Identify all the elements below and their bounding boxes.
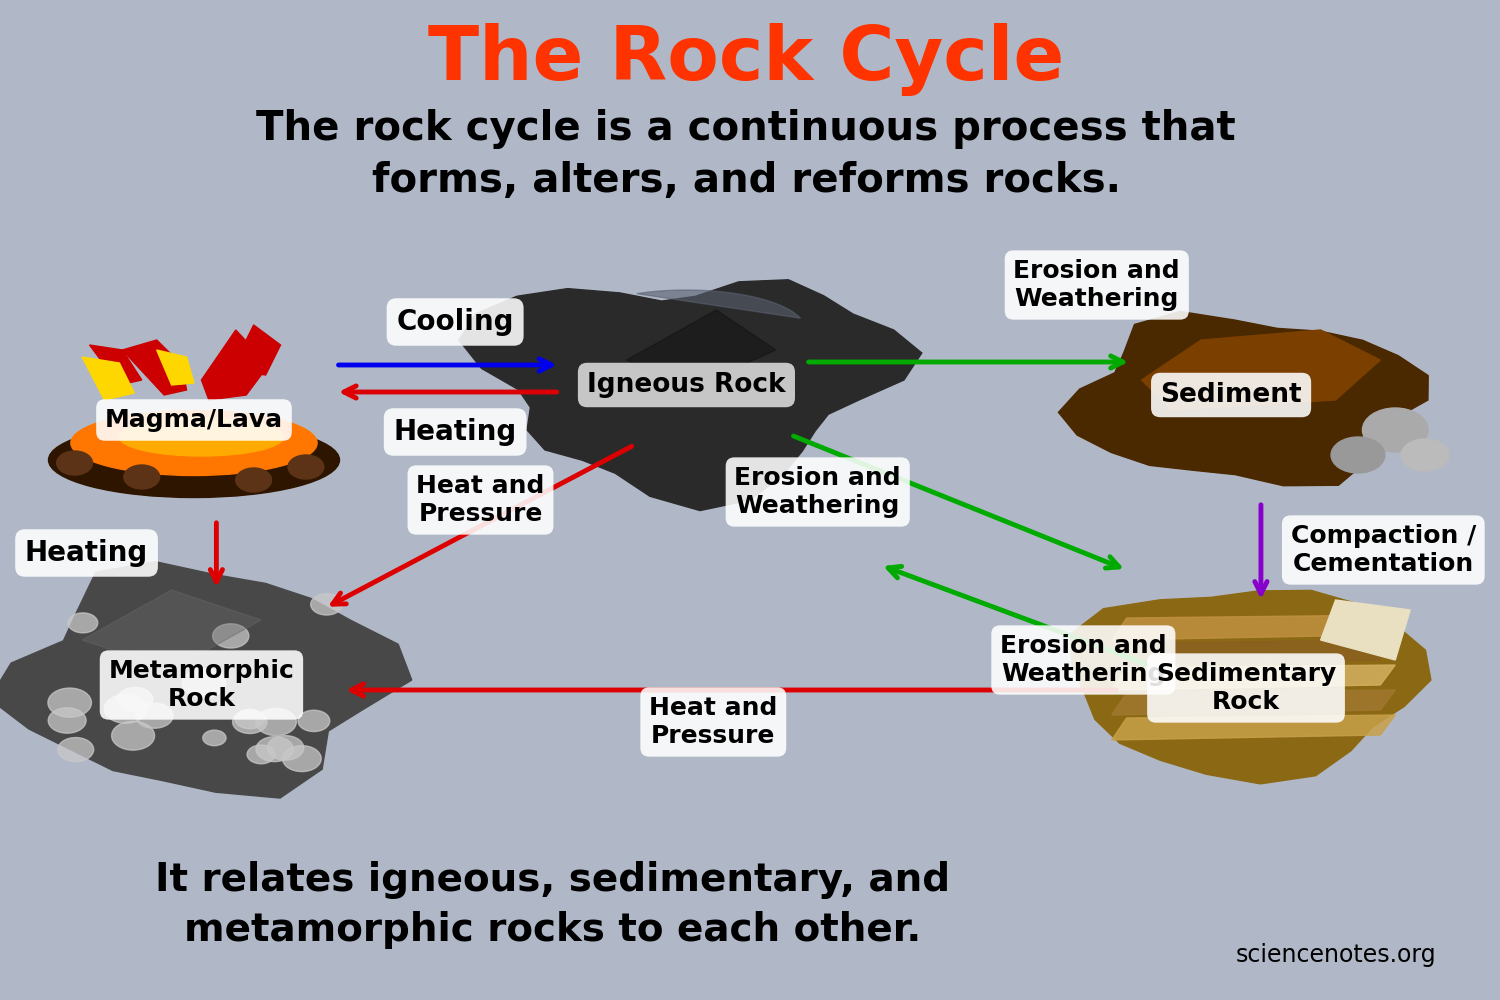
Polygon shape bbox=[1112, 640, 1395, 665]
Polygon shape bbox=[82, 357, 135, 400]
Polygon shape bbox=[1112, 715, 1395, 740]
Circle shape bbox=[1330, 437, 1384, 473]
Circle shape bbox=[202, 730, 226, 746]
Circle shape bbox=[1362, 408, 1428, 452]
Polygon shape bbox=[0, 562, 413, 798]
Polygon shape bbox=[1112, 665, 1395, 690]
Circle shape bbox=[232, 710, 267, 734]
Circle shape bbox=[105, 695, 147, 723]
Text: sciencenotes.org: sciencenotes.org bbox=[1234, 943, 1436, 967]
Text: Erosion and
Weathering: Erosion and Weathering bbox=[1000, 634, 1167, 686]
Ellipse shape bbox=[70, 411, 316, 476]
Circle shape bbox=[236, 709, 264, 729]
Polygon shape bbox=[1059, 312, 1428, 486]
Circle shape bbox=[68, 613, 98, 633]
Text: Heating: Heating bbox=[393, 418, 518, 446]
Polygon shape bbox=[1142, 330, 1380, 410]
Circle shape bbox=[213, 624, 249, 648]
Circle shape bbox=[48, 688, 92, 717]
Text: Sediment: Sediment bbox=[1161, 382, 1302, 408]
Circle shape bbox=[124, 465, 159, 489]
Polygon shape bbox=[90, 345, 142, 385]
Circle shape bbox=[282, 746, 321, 772]
Text: Magma/Lava: Magma/Lava bbox=[105, 408, 284, 432]
Text: Heat and
Pressure: Heat and Pressure bbox=[650, 696, 777, 748]
Circle shape bbox=[256, 708, 297, 736]
Polygon shape bbox=[1112, 615, 1395, 640]
Text: Cooling: Cooling bbox=[396, 308, 514, 336]
Circle shape bbox=[117, 687, 153, 711]
Circle shape bbox=[248, 745, 274, 764]
Text: The rock cycle is a continuous process that
forms, alters, and reforms rocks.: The rock cycle is a continuous process t… bbox=[256, 109, 1236, 201]
Ellipse shape bbox=[120, 418, 284, 456]
Polygon shape bbox=[1320, 600, 1410, 660]
Text: Erosion and
Weathering: Erosion and Weathering bbox=[1014, 259, 1180, 311]
Circle shape bbox=[298, 710, 330, 732]
Text: Erosion and
Weathering: Erosion and Weathering bbox=[735, 466, 902, 518]
Circle shape bbox=[135, 703, 172, 728]
Polygon shape bbox=[1070, 590, 1431, 784]
Text: Metamorphic
Rock: Metamorphic Rock bbox=[108, 659, 294, 711]
Circle shape bbox=[48, 708, 86, 733]
Polygon shape bbox=[123, 340, 186, 395]
Circle shape bbox=[267, 736, 305, 760]
Circle shape bbox=[111, 721, 154, 750]
Polygon shape bbox=[156, 350, 194, 385]
Ellipse shape bbox=[48, 423, 339, 498]
Polygon shape bbox=[638, 290, 801, 318]
Polygon shape bbox=[627, 310, 776, 390]
Polygon shape bbox=[459, 280, 922, 511]
Circle shape bbox=[310, 594, 342, 615]
Text: Heat and
Pressure: Heat and Pressure bbox=[417, 474, 544, 526]
Text: Compaction /
Cementation: Compaction / Cementation bbox=[1290, 524, 1476, 576]
Text: It relates igneous, sedimentary, and
metamorphic rocks to each other.: It relates igneous, sedimentary, and met… bbox=[154, 861, 950, 949]
Polygon shape bbox=[231, 325, 280, 375]
Polygon shape bbox=[201, 330, 268, 400]
Polygon shape bbox=[1112, 690, 1395, 715]
Circle shape bbox=[256, 737, 292, 762]
Circle shape bbox=[57, 451, 93, 475]
Text: The Rock Cycle: The Rock Cycle bbox=[427, 23, 1064, 97]
Circle shape bbox=[58, 738, 93, 762]
Polygon shape bbox=[82, 590, 261, 670]
Text: Heating: Heating bbox=[26, 539, 148, 567]
Text: Igneous Rock: Igneous Rock bbox=[586, 372, 786, 398]
Circle shape bbox=[288, 455, 324, 479]
Text: Sedimentary
Rock: Sedimentary Rock bbox=[1156, 662, 1336, 714]
Circle shape bbox=[1401, 439, 1449, 471]
Circle shape bbox=[182, 669, 226, 698]
Circle shape bbox=[236, 468, 272, 492]
